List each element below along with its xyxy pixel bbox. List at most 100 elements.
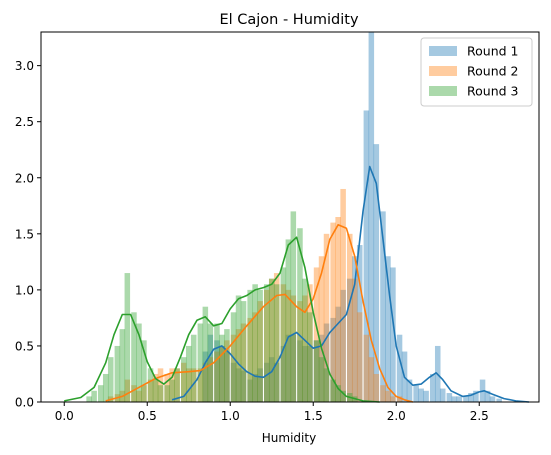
legend-label-3: Round 3 — [467, 84, 518, 99]
series-1-bar-9 — [247, 379, 253, 402]
x-axis: 0.0 0.5 1.0 1.5 2.0 2.5 — [55, 402, 489, 423]
series-2-bar-35 — [297, 301, 303, 402]
series-1-bar-5 — [224, 351, 230, 402]
series-1-bar-32 — [373, 144, 380, 402]
series-2-bar-45 — [351, 278, 358, 402]
series-2-bar-40 — [323, 233, 330, 402]
series-1-bar-48 — [463, 396, 469, 402]
series-2-bar-16 — [190, 368, 197, 402]
series-2-bar-39 — [318, 256, 325, 402]
series-1-bar-40 — [418, 388, 424, 402]
series-3-bar-30 — [247, 289, 253, 402]
series-1-bar-13 — [268, 357, 275, 402]
series-3-bar-4 — [102, 373, 109, 402]
series-2-bar-21 — [219, 345, 225, 402]
series-3-bar-17 — [174, 368, 180, 402]
series-1-bar-39 — [413, 385, 419, 402]
series-3-bar-34 — [268, 278, 275, 402]
series-1-bar-2 — [207, 334, 214, 402]
series-1-bar-34 — [385, 256, 391, 402]
series-2-bar-24 — [235, 329, 242, 402]
series-2-bar-30 — [268, 278, 275, 402]
series-2-bar-48 — [368, 357, 375, 402]
series-3-bar-38 — [290, 211, 297, 402]
series-1-bar-30 — [363, 110, 370, 402]
plot-area — [64, 32, 530, 403]
series-3-bar-43 — [318, 357, 325, 402]
series-2-bar-11 — [164, 373, 170, 402]
series-1-bar-15 — [280, 345, 287, 402]
series-1-bar-31 — [368, 32, 375, 402]
series-3-bar-47 — [340, 390, 346, 402]
series-3-bar-29 — [240, 301, 247, 402]
series-1-bar-54 — [496, 398, 502, 402]
series-3-bar-8 — [124, 273, 131, 402]
series-1-bar-28 — [351, 256, 358, 402]
series-2-bar-49 — [373, 373, 380, 402]
series-1-bar-36 — [396, 334, 403, 402]
series-2-bar-51 — [385, 390, 391, 402]
series-2-bar-12 — [169, 368, 175, 402]
series-2-bar-13 — [174, 368, 180, 402]
series-2-bar-38 — [313, 267, 320, 402]
series-3-bar-15 — [164, 385, 170, 402]
series-2-bar-41 — [330, 222, 336, 402]
series-2-bar-9 — [152, 373, 159, 402]
series-2-bar-44 — [346, 233, 353, 402]
series-3-bar-19 — [185, 345, 192, 402]
legend-swatch-1 — [429, 46, 457, 56]
series-2-bar-36 — [302, 295, 308, 402]
series-1-bar-8 — [240, 370, 247, 402]
series-2-bar-18 — [202, 362, 209, 402]
series-1-bar-45 — [446, 393, 453, 402]
series-2-bar-47 — [363, 334, 370, 402]
y-tick-label-6: 2.5 — [15, 115, 34, 129]
x-tick-label-2: 0.5 — [138, 409, 157, 423]
legend-box — [420, 37, 533, 107]
legend-label-1: Round 1 — [467, 44, 518, 59]
series-2-bar-43 — [340, 188, 346, 402]
y-tick-label-2: 0.5 — [15, 339, 34, 353]
series-1-bar-7 — [235, 368, 242, 402]
series-1-bar-35 — [390, 267, 396, 402]
series-2-bar-46 — [356, 312, 363, 402]
series-2-bar-23 — [230, 334, 237, 402]
series-3-bar-12 — [147, 368, 154, 402]
series-3-bar-1 — [86, 396, 92, 402]
series-2-bar-37 — [307, 284, 313, 402]
series-2-bar-31 — [273, 273, 280, 402]
series-3-bar-36 — [280, 267, 287, 402]
series-2-bar-27 — [252, 312, 258, 402]
series-2-bar-34 — [290, 295, 297, 402]
series-2-bar-26 — [247, 317, 253, 402]
series-1-bar-49 — [468, 393, 474, 402]
series-1-bar-29 — [356, 245, 363, 402]
series-1-bar-6 — [230, 362, 237, 402]
series-3-bar-22 — [202, 306, 209, 402]
series-1-bar-44 — [439, 388, 446, 402]
series-1-bar-11 — [257, 368, 263, 402]
x-tick-label-4: 1.5 — [304, 409, 323, 423]
series-3-bar-44 — [323, 368, 330, 402]
series-2-kde-line — [105, 224, 414, 403]
series-3-bar-25 — [219, 334, 225, 402]
y-tick-label-5: 2.0 — [15, 171, 34, 185]
series-1-bars — [202, 32, 502, 402]
series-2-bar-22 — [224, 340, 230, 402]
series-2-bar-50 — [380, 385, 386, 402]
series-3-kde-line — [64, 236, 380, 403]
series-1-bar-20 — [307, 345, 313, 402]
chart-title: El Cajon - Humidity — [219, 12, 359, 28]
series-3-bar-35 — [273, 284, 280, 402]
series-2-bar-52 — [390, 396, 396, 402]
series-1-bar-24 — [330, 317, 336, 402]
series-2-bar-10 — [157, 368, 164, 402]
x-tick-label-5: 2.0 — [387, 409, 406, 423]
x-tick-label-6: 2.5 — [470, 409, 489, 423]
series-3-bar-46 — [335, 385, 341, 402]
series-2-bar-17 — [197, 368, 204, 402]
series-3-bar-20 — [190, 334, 197, 402]
series-3-bar-10 — [136, 323, 142, 402]
x-tick-label-1: 0.0 — [55, 409, 74, 423]
